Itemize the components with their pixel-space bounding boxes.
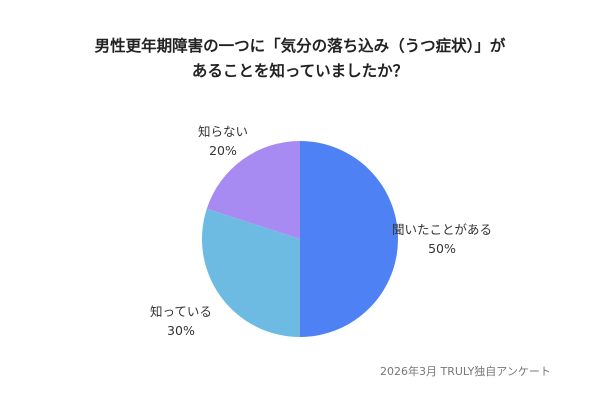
- chart-title-line-2: あることを知っていましたか？: [191, 62, 409, 80]
- slice-label-dont-know-value: 20%: [209, 143, 237, 158]
- slice-label-dont-know-name: 知らない: [198, 124, 249, 139]
- slice-label-know: 知っている 30%: [150, 302, 212, 340]
- source-note: 2026年3月 TRULY独自アンケート: [380, 365, 551, 378]
- chart-title: 男性更年期障害の一つに「気分の落ち込み（うつ症状）」が あることを知っていました…: [0, 34, 600, 84]
- slice-label-dont-know: 知らない 20%: [198, 122, 248, 160]
- chart-title-line-1: 男性更年期障害の一つに「気分の落ち込み（うつ症状）」が: [94, 37, 506, 55]
- slice-label-heard-value: 50%: [428, 241, 456, 256]
- pie-slice-know: [201, 208, 300, 337]
- slice-label-know-value: 30%: [167, 323, 195, 338]
- slice-label-heard-name: 聞いたことがある: [392, 222, 493, 237]
- slice-label-know-name: 知っている: [150, 304, 212, 319]
- pie-slice-heard: [300, 141, 398, 337]
- slice-label-heard: 聞いたことがある 50%: [392, 220, 492, 258]
- pie-slice-dont-know: [206, 141, 300, 239]
